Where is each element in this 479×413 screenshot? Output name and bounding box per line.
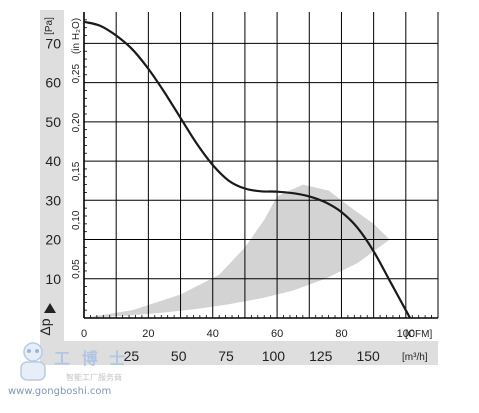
operating-region-area — [84, 184, 390, 318]
x-axis-unit-cfm: [CFM] — [405, 329, 432, 340]
x2-tick-label-125: 125 — [309, 348, 333, 364]
x-tick-label-100: 100 — [397, 328, 415, 340]
y-tick-label-60: 60 — [45, 75, 61, 91]
y-axis-unit-pa: [Pa] — [44, 17, 55, 35]
x-tick-label-40: 40 — [207, 328, 219, 340]
y2-tick-label: 0,25 — [71, 64, 82, 84]
x2-tick-label-25: 25 — [124, 348, 140, 364]
x2-tick-label-50: 50 — [171, 348, 187, 364]
y2-tick-label: 0,15 — [71, 161, 82, 181]
y-axis-symbol: Δp — [37, 318, 53, 335]
x2-tick-label-150: 150 — [356, 348, 380, 364]
y-axis-arrow-icon — [44, 303, 56, 313]
grid — [83, 12, 439, 319]
y2-axis-unit-inh2o: (in H₂O) — [71, 18, 82, 54]
bottom-axis-band — [40, 341, 438, 365]
x2-axis-unit-m3h: [m³/h] — [402, 352, 428, 363]
x2-tick-label-75: 75 — [218, 348, 234, 364]
curve-layer — [84, 20, 412, 318]
y-tick-label-40: 40 — [45, 153, 61, 169]
x2-tick-label-100: 100 — [262, 348, 286, 364]
y-tick-label-70: 70 — [45, 35, 61, 51]
x-tick-label-20: 20 — [142, 328, 154, 340]
y2-tick-label: 0,05 — [71, 259, 82, 279]
x-tick-label-60: 60 — [271, 328, 283, 340]
left-axis-band — [40, 10, 64, 341]
axis-labels: 0 20 40 60 80 100[CFM]25 50 75 100 125 150 [m³/h]10… — [37, 17, 432, 364]
operating-region — [84, 184, 390, 318]
y2-tick-label: 0,10 — [71, 210, 82, 230]
y-tick-label-30: 30 — [45, 192, 61, 208]
y-tick-label-50: 50 — [45, 114, 61, 130]
y2-tick-label: 0,20 — [71, 112, 82, 132]
y-tick-label-20: 20 — [45, 232, 61, 248]
x-tick-label-80: 80 — [335, 328, 347, 340]
pressure-curve — [84, 20, 412, 318]
x-tick-label-0: 0 — [81, 328, 87, 340]
y-tick-label-10: 10 — [45, 271, 61, 287]
